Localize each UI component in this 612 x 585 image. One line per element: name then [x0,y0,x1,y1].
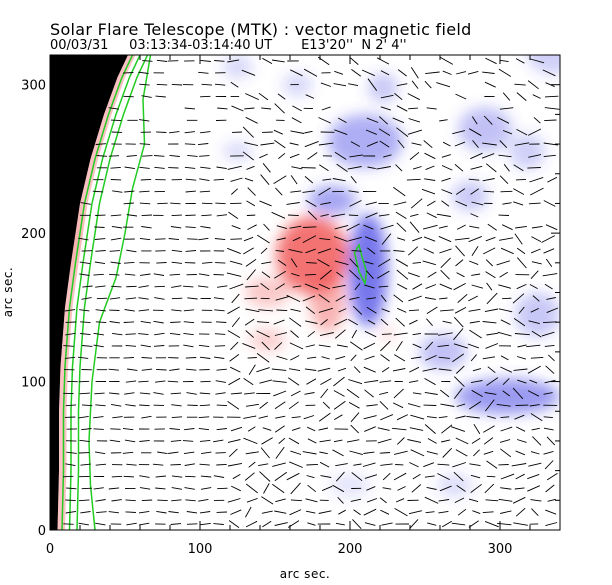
x-tick-label: 100 [188,542,213,557]
positive-polarity-region [309,267,346,333]
negative-polarity-region [509,133,545,170]
observation-time-range: 03:13:34-03:14:40 UT [129,38,273,53]
axis-ticks [49,54,561,531]
y-tick-label: 100 [21,376,46,391]
field-vector-dashes [63,56,560,530]
negative-polarity-region [222,55,253,79]
negative-polarity-region [452,181,488,211]
outer-contour-line [88,55,152,530]
y-tick-label: 200 [21,227,46,242]
axis-tick-labels: 0 100 200 300 0 100 200 300 [21,79,512,557]
limb-contour-line [61,55,134,530]
positive-polarity-region [245,277,290,308]
negative-polarity-region [348,213,388,327]
negative-polarity-region [515,292,560,338]
magnetic-field-heatmap [59,55,560,498]
negative-polarity-region [368,72,398,103]
off-disk-region [50,55,136,530]
limb-band [57,55,136,530]
chart-subtitle: 00/03/31 03:13:34-03:14:40 UT E13'20'' N… [50,38,407,53]
negative-polarity-region [419,334,467,370]
observation-date: 00/03/31 [50,38,109,53]
y-tick-label: 300 [21,79,46,94]
negative-polarity-region [222,142,253,161]
negative-polarity-region [437,473,473,498]
positive-polarity-region [249,328,286,352]
limb-contour-line [76,55,149,530]
heatmap-blur-group [59,55,560,498]
off-disk-sky [50,55,128,530]
negative-polarity-region [308,185,356,216]
negative-polarity-region [455,378,560,415]
negative-polarity-region [329,473,371,498]
x-tick-label: 300 [488,542,513,557]
y-axis-label: arc sec. [1,267,15,317]
plot-area [50,55,560,530]
x-tick-label: 200 [338,542,363,557]
negative-polarity-region [327,114,403,168]
vector-field [63,56,560,530]
negative-polarity-region [526,55,560,75]
x-axis-label: arc sec. [280,567,330,581]
x-tick-label: 0 [46,542,54,557]
observation-position: E13'20'' N 2' 4'' [301,38,407,53]
chart-title: Solar Flare Telescope (MTK) : vector mag… [50,20,472,39]
active-region-contour [353,243,368,287]
y-tick-label: 0 [38,524,46,539]
